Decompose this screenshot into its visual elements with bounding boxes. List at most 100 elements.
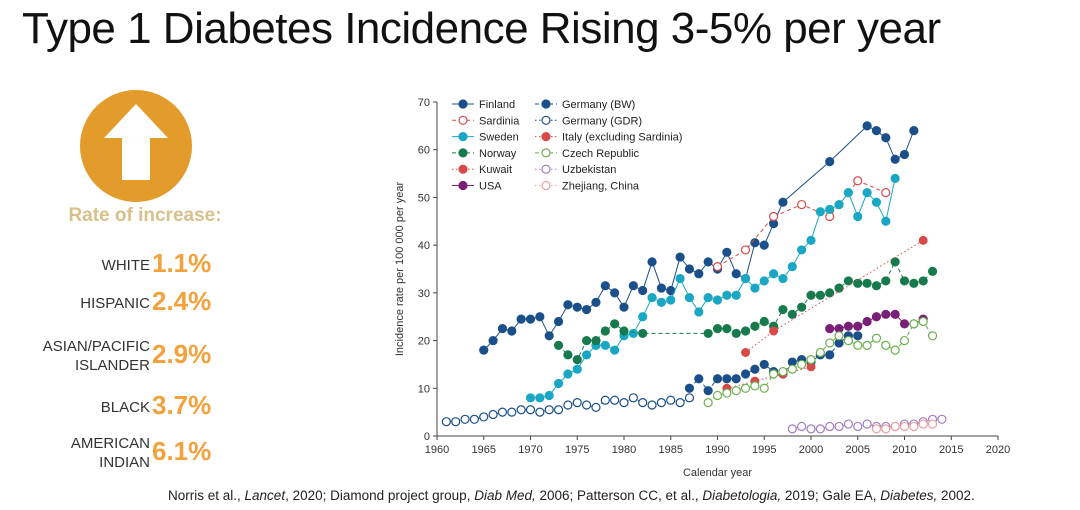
data-point — [778, 366, 788, 377]
data-point — [610, 319, 620, 329]
data-point — [862, 419, 872, 429]
data-point — [703, 293, 713, 303]
rate-label: WHITE — [102, 256, 150, 275]
legend-marker — [458, 131, 468, 142]
data-point — [862, 278, 872, 288]
series-line — [530, 178, 896, 399]
data-point — [853, 176, 863, 186]
data-point — [881, 276, 891, 286]
data-point — [778, 304, 788, 315]
data-point — [563, 300, 573, 310]
slide-title: Type 1 Diabetes Incidence Rising 3-5% pe… — [22, 4, 941, 53]
y-tick-label: 0 — [424, 431, 430, 443]
data-point — [806, 355, 816, 365]
data-point — [834, 331, 844, 341]
data-point — [525, 405, 536, 415]
data-point — [619, 326, 629, 336]
data-point — [853, 331, 863, 341]
data-point — [563, 369, 573, 379]
rate-label-line: BLACK — [100, 399, 150, 416]
data-point — [535, 393, 545, 403]
data-point — [759, 383, 769, 393]
data-point — [881, 424, 891, 434]
data-point — [722, 247, 732, 257]
data-point — [899, 149, 910, 160]
data-point — [759, 276, 769, 286]
data-point — [600, 395, 610, 405]
legend-marker — [458, 164, 468, 174]
data-point — [600, 281, 610, 291]
incidence-chart: 1960 1965 1970 1975 1980 1985 1990 1995 2000 2005… — [394, 97, 1010, 479]
data-point — [899, 319, 910, 329]
data-point — [675, 273, 685, 284]
data-point — [619, 398, 629, 408]
data-point — [712, 295, 723, 305]
rate-value: 2.9% — [152, 339, 212, 369]
y-tick-label: 20 — [418, 336, 430, 348]
data-point — [656, 398, 666, 408]
legend-label: Italy (excluding Sardinia) — [562, 132, 682, 144]
legend-marker — [541, 115, 551, 125]
data-point — [703, 386, 713, 396]
rate-value: 1.1% — [152, 248, 212, 278]
data-point — [656, 297, 666, 307]
series-line — [558, 260, 933, 361]
data-point — [628, 281, 638, 291]
legend-label: Sweden — [479, 132, 519, 144]
data-point — [600, 326, 610, 336]
legend-label: Zhejiang, China — [562, 181, 640, 193]
citation-part: Diabetologia, — [702, 488, 782, 503]
data-point — [890, 309, 900, 319]
data-point — [806, 290, 816, 300]
citation-part: Norris et al., — [168, 488, 245, 503]
data-point — [853, 278, 863, 288]
data-point — [582, 304, 592, 315]
legend-label: USA — [479, 181, 502, 193]
data-point — [507, 326, 517, 336]
data-point — [890, 154, 900, 164]
y-tick-label: 10 — [418, 383, 430, 395]
data-point — [441, 417, 451, 427]
data-point — [740, 369, 751, 379]
data-point — [871, 333, 882, 343]
y-tick-label: 50 — [418, 192, 430, 204]
x-axis-label: Calendar year — [683, 467, 752, 479]
rate-value: 2.4% — [152, 286, 212, 316]
data-point — [610, 288, 620, 298]
data-point — [881, 309, 891, 319]
data-point — [572, 364, 582, 374]
data-point — [909, 421, 919, 432]
data-point — [834, 283, 844, 293]
legend-label: Czech Republic — [562, 148, 640, 160]
data-point — [825, 324, 835, 334]
data-point — [712, 390, 723, 401]
data-point — [871, 281, 882, 291]
data-point — [927, 266, 938, 276]
data-point — [516, 314, 526, 324]
legend-label: Germany (GDR) — [562, 115, 642, 127]
data-point — [656, 283, 666, 293]
x-tick-label: 1990 — [705, 444, 729, 456]
data-point — [451, 417, 461, 427]
data-point — [787, 364, 797, 374]
data-point — [815, 290, 825, 300]
data-point — [525, 314, 536, 324]
data-point — [675, 398, 685, 408]
data-point — [722, 374, 732, 384]
data-point — [871, 312, 882, 322]
x-tick-label: 1965 — [472, 444, 496, 456]
rate-value: 3.7% — [152, 390, 212, 420]
x-tick-label: 1980 — [612, 444, 636, 456]
data-point — [759, 359, 769, 370]
data-point — [544, 390, 554, 401]
data-point — [815, 207, 825, 217]
data-point — [647, 400, 657, 410]
data-point — [731, 328, 741, 339]
x-tick-label: 2010 — [892, 444, 916, 456]
data-point — [890, 257, 900, 267]
arrow-shape — [104, 104, 168, 180]
citation-part: 2002. — [937, 488, 975, 503]
y-axis-label: Incidence rate per 100 000 per year — [394, 182, 406, 357]
rate-label: HISPANIC — [80, 294, 150, 313]
data-point — [553, 378, 564, 389]
